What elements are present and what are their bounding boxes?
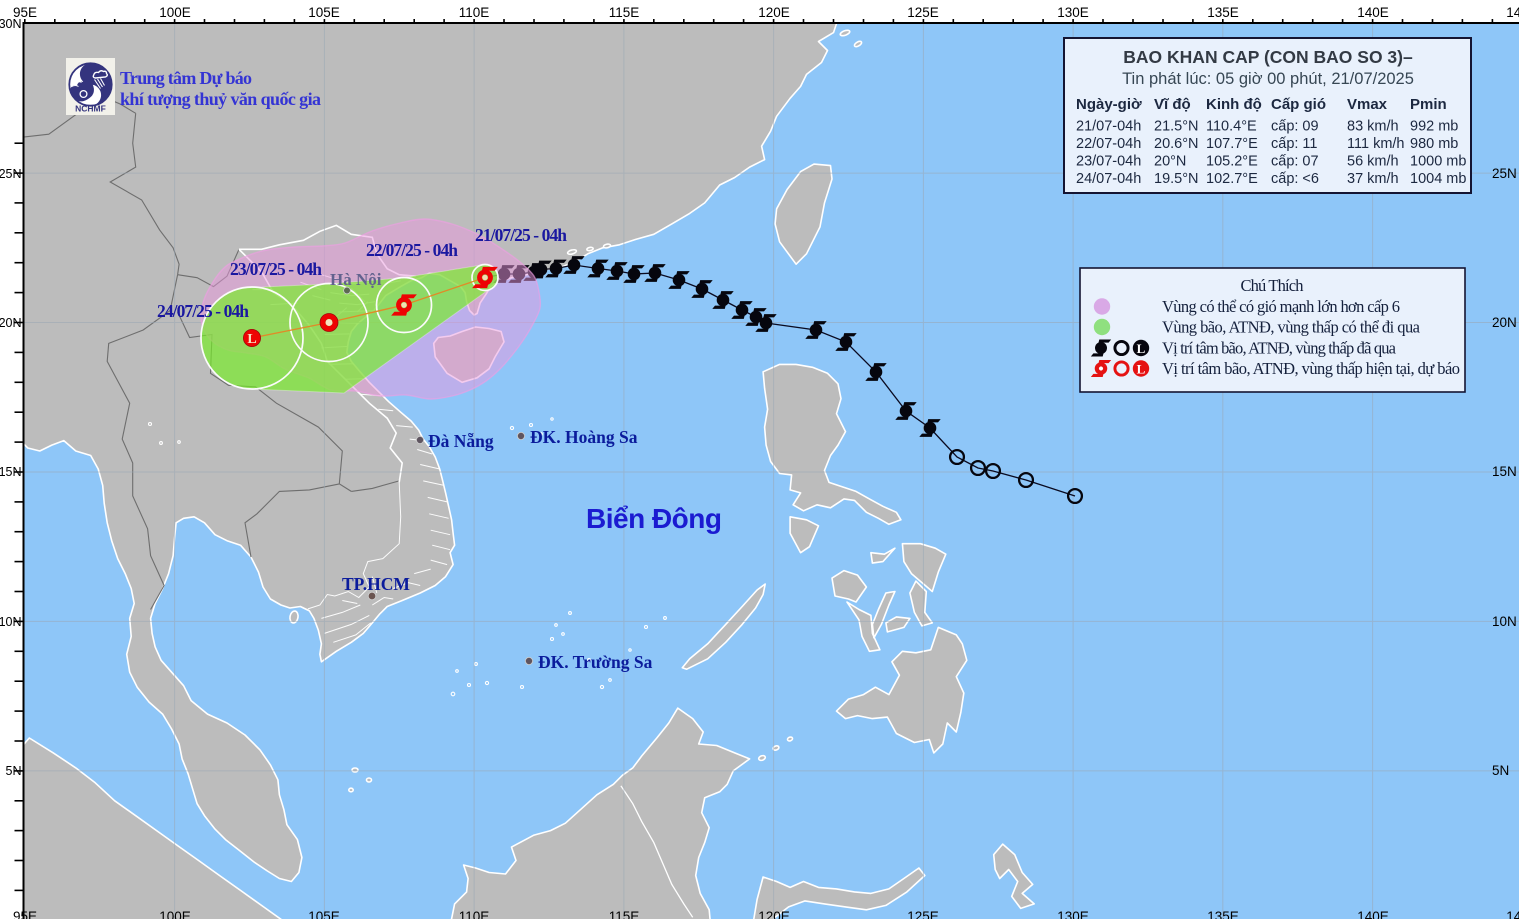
- svg-text:15N: 15N: [0, 465, 22, 479]
- svg-text:145E: 145E: [1506, 909, 1519, 919]
- svg-text:120E: 120E: [758, 5, 790, 20]
- svg-text:ĐK. Trường Sa: ĐK. Trường Sa: [538, 652, 653, 672]
- svg-text:37 km/h: 37 km/h: [1347, 171, 1399, 187]
- svg-text:23/07-04h: 23/07-04h: [1076, 154, 1141, 170]
- svg-text:cấp: 11: cấp: 11: [1271, 136, 1318, 152]
- svg-text:cấp: 09: cấp: 09: [1271, 119, 1319, 135]
- svg-text:Vùng bão, ATNĐ, vùng thấp có t: Vùng bão, ATNĐ, vùng thấp có thể đi qua: [1162, 318, 1421, 337]
- svg-text:25N: 25N: [1492, 166, 1517, 181]
- svg-text:BAO KHAN CAP (CON BAO SO 3)–: BAO KHAN CAP (CON BAO SO 3)–: [1123, 47, 1413, 67]
- svg-text:Cấp gió: Cấp gió: [1271, 96, 1326, 113]
- svg-text:Chú Thích: Chú Thích: [1241, 276, 1305, 295]
- svg-text:25N: 25N: [0, 167, 22, 181]
- svg-text:21.5°N: 21.5°N: [1154, 119, 1199, 135]
- svg-text:Vùng có thể có gió mạnh lớn hơ: Vùng có thể có gió mạnh lớn hơn cấp 6: [1162, 297, 1400, 316]
- svg-text:Hà Nội: Hà Nội: [330, 270, 382, 289]
- svg-text:22/07/25 - 04h: 22/07/25 - 04h: [366, 240, 458, 260]
- svg-text:135E: 135E: [1207, 5, 1239, 20]
- svg-text:24/07-04h: 24/07-04h: [1076, 171, 1141, 187]
- svg-text:105E: 105E: [308, 909, 340, 919]
- svg-text:Ngày-giờ: Ngày-giờ: [1076, 96, 1142, 113]
- svg-text:1000 mb: 1000 mb: [1410, 154, 1466, 170]
- svg-text:Kinh độ: Kinh độ: [1206, 96, 1262, 113]
- svg-text:20°N: 20°N: [1154, 154, 1186, 170]
- svg-text:102.7°E: 102.7°E: [1206, 171, 1258, 187]
- svg-text:140E: 140E: [1357, 909, 1389, 919]
- svg-text:125E: 125E: [907, 909, 939, 919]
- svg-text:19.5°N: 19.5°N: [1154, 171, 1199, 187]
- svg-text:Biển Đông: Biển Đông: [586, 503, 722, 534]
- svg-text:TP.HCM: TP.HCM: [342, 574, 410, 594]
- svg-text:30N: 30N: [0, 17, 22, 31]
- svg-text:100E: 100E: [159, 909, 191, 919]
- svg-text:95E: 95E: [13, 909, 37, 919]
- svg-text:10N: 10N: [0, 615, 22, 629]
- svg-text:110E: 110E: [459, 5, 490, 20]
- svg-text:Vị trí tâm bão, ATNĐ, vùng thấ: Vị trí tâm bão, ATNĐ, vùng thấp đã qua: [1162, 339, 1397, 358]
- svg-text:NCHMF: NCHMF: [75, 104, 106, 114]
- svg-text:L: L: [1137, 362, 1146, 377]
- svg-text:20.6°N: 20.6°N: [1154, 136, 1199, 152]
- svg-text:21/07-04h: 21/07-04h: [1076, 119, 1141, 135]
- svg-text:115E: 115E: [609, 5, 640, 20]
- svg-text:Tin phát lúc: 05 giờ 00 phút,: Tin phát lúc: 05 giờ 00 phút, 21/07/2025: [1122, 70, 1414, 88]
- svg-text:105E: 105E: [308, 5, 340, 20]
- svg-text:140E: 140E: [1357, 5, 1389, 20]
- svg-text:L: L: [247, 332, 256, 347]
- svg-text:cấp: <6: cấp: <6: [1271, 171, 1319, 187]
- svg-text:125E: 125E: [907, 5, 939, 20]
- svg-text:992 mb: 992 mb: [1410, 119, 1458, 135]
- svg-text:100E: 100E: [159, 5, 191, 20]
- svg-text:L: L: [1137, 341, 1146, 356]
- svg-text:130E: 130E: [1057, 5, 1089, 20]
- svg-text:5N: 5N: [6, 764, 22, 778]
- svg-text:83 km/h: 83 km/h: [1347, 119, 1399, 135]
- svg-text:ĐK. Hoàng Sa: ĐK. Hoàng Sa: [530, 427, 638, 447]
- svg-text:145E: 145E: [1506, 5, 1519, 20]
- svg-text:15N: 15N: [1492, 464, 1517, 479]
- svg-text:Vĩ độ: Vĩ độ: [1154, 96, 1191, 113]
- svg-text:5N: 5N: [1492, 763, 1509, 778]
- svg-text:20N: 20N: [1492, 315, 1517, 330]
- svg-text:107.7°E: 107.7°E: [1206, 136, 1258, 152]
- svg-text:10N: 10N: [1492, 614, 1517, 629]
- svg-text:cấp: 07: cấp: 07: [1271, 154, 1319, 170]
- svg-text:24/07/25 - 04h: 24/07/25 - 04h: [157, 301, 249, 321]
- svg-text:95E: 95E: [13, 5, 37, 20]
- svg-text:110E: 110E: [459, 909, 490, 919]
- svg-text:980 mb: 980 mb: [1410, 136, 1458, 152]
- svg-text:115E: 115E: [609, 909, 640, 919]
- svg-text:56 km/h: 56 km/h: [1347, 154, 1399, 170]
- svg-text:Vmax: Vmax: [1347, 96, 1388, 113]
- svg-text:21/07/25 - 04h: 21/07/25 - 04h: [475, 225, 567, 245]
- svg-text:111 km/h: 111 km/h: [1347, 136, 1405, 152]
- svg-text:135E: 135E: [1207, 909, 1239, 919]
- svg-text:Pmin: Pmin: [1410, 96, 1447, 113]
- svg-text:105.2°E: 105.2°E: [1206, 154, 1258, 170]
- svg-text:130E: 130E: [1057, 909, 1089, 919]
- svg-text:Đà Nẵng: Đà Nẵng: [428, 431, 494, 451]
- svg-text:23/07/25 - 04h: 23/07/25 - 04h: [230, 259, 322, 279]
- svg-text:1004 mb: 1004 mb: [1410, 171, 1466, 187]
- svg-text:22/07-04h: 22/07-04h: [1076, 136, 1141, 152]
- svg-text:120E: 120E: [758, 909, 790, 919]
- svg-text:20N: 20N: [0, 316, 22, 330]
- svg-text:Trung tâm Dự báo: Trung tâm Dự báo: [120, 68, 252, 88]
- svg-text:khí tượng thuỷ văn quốc gia: khí tượng thuỷ văn quốc gia: [120, 89, 321, 109]
- svg-text:Vị trí tâm bão, ATNĐ, vùng thấ: Vị trí tâm bão, ATNĐ, vùng thấp hiện tại…: [1162, 359, 1460, 378]
- svg-text:110.4°E: 110.4°E: [1206, 119, 1257, 135]
